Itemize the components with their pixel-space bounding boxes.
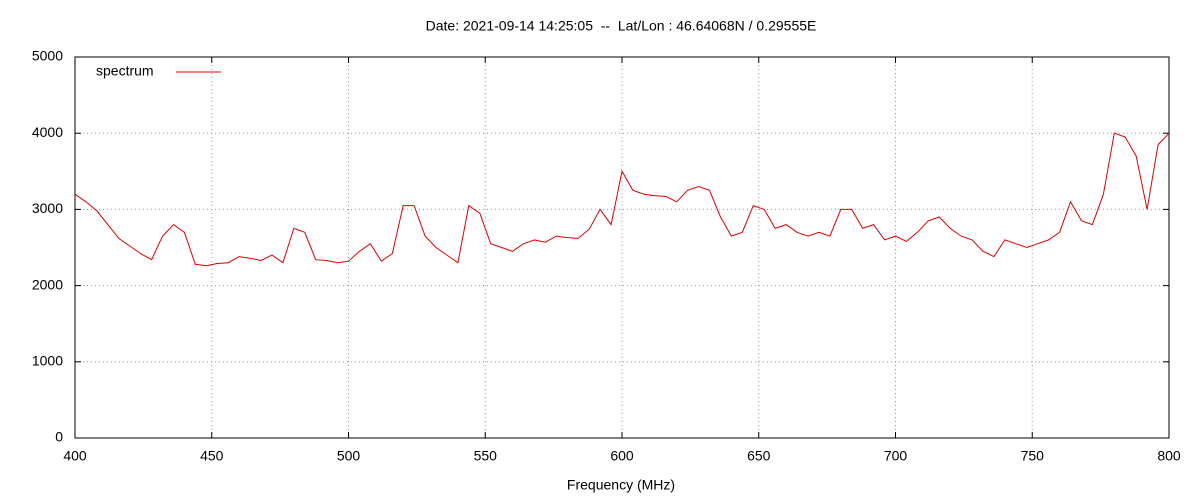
- y-tick-label: 3000: [32, 200, 63, 216]
- x-tick-label: 550: [474, 448, 498, 464]
- y-tick-label: 0: [55, 429, 63, 445]
- y-tick-label: 4000: [32, 124, 63, 140]
- x-tick-label: 400: [63, 448, 87, 464]
- chart-title: Date: 2021-09-14 14:25:05 -- Lat/Lon : 4…: [426, 18, 817, 34]
- y-tick-label: 2000: [32, 276, 63, 292]
- plot-frame: [74, 56, 1170, 439]
- y-tick-label: 1000: [32, 353, 63, 369]
- x-tick-label: 800: [1157, 448, 1181, 464]
- legend-label: spectrum: [96, 63, 154, 79]
- x-tick-label: 650: [747, 448, 771, 464]
- x-tick-label: 700: [884, 448, 908, 464]
- y-tick-label: 5000: [32, 48, 63, 64]
- x-tick-label: 450: [200, 448, 224, 464]
- x-axis-label: Frequency (MHz): [567, 477, 675, 493]
- x-tick-label: 500: [337, 448, 361, 464]
- x-tick-label: 750: [1021, 448, 1045, 464]
- x-tick-label: 600: [610, 448, 634, 464]
- series-line: [74, 132, 1170, 267]
